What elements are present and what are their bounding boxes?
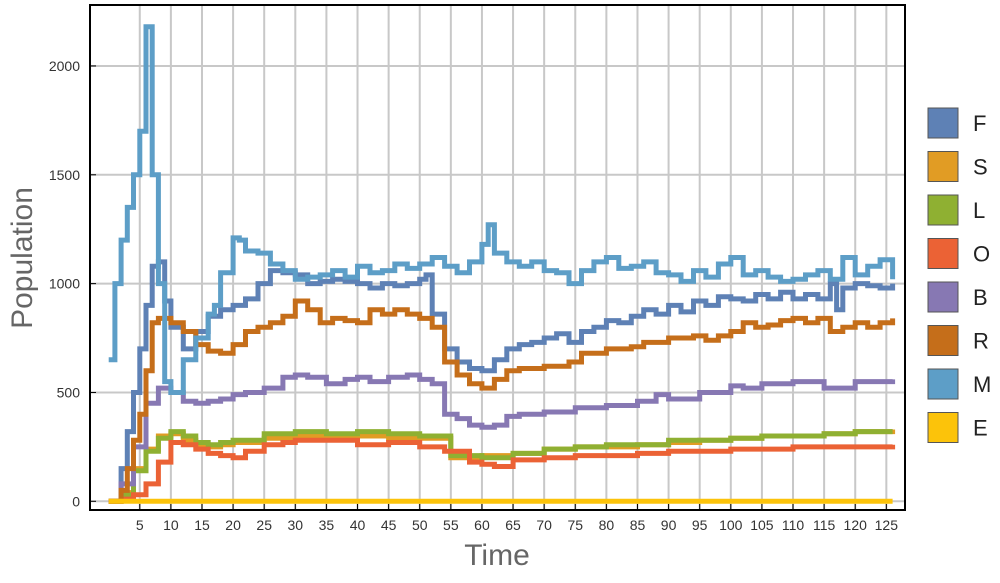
x-tick-label: 35 xyxy=(319,517,335,533)
x-tick-label: 40 xyxy=(350,517,366,533)
legend-label-M: M xyxy=(973,372,991,397)
series-line-O xyxy=(108,437,896,504)
x-tick-label: 60 xyxy=(474,517,490,533)
x-tick-label: 125 xyxy=(875,517,899,533)
plot-frame xyxy=(89,4,906,511)
y-axis-title: Population xyxy=(6,187,39,329)
x-tick-label: 80 xyxy=(599,517,615,533)
legend-label-O: O xyxy=(973,242,990,267)
series-line-M xyxy=(108,24,896,395)
legend-label-E: E xyxy=(973,416,988,441)
series-line-B xyxy=(108,372,896,504)
x-tick-label: 55 xyxy=(443,517,459,533)
legend-swatch-S xyxy=(927,151,959,182)
x-tick-label: 30 xyxy=(288,517,304,533)
y-axis: 0 500 1000 1500 2000 xyxy=(49,58,96,509)
legend-swatch-L xyxy=(927,194,959,226)
x-tick-label: 115 xyxy=(813,517,836,533)
x-tick-label: 85 xyxy=(630,517,646,533)
x-tick-label: 105 xyxy=(750,517,774,533)
legend-swatch-B xyxy=(927,281,959,313)
x-tick-label: 75 xyxy=(567,517,583,533)
legend-label-B: B xyxy=(973,285,988,310)
x-tick-label: 45 xyxy=(381,517,397,533)
legend-label-R: R xyxy=(973,329,989,354)
x-tick-label: 70 xyxy=(536,517,552,533)
y-tick-label: 1000 xyxy=(49,276,80,292)
x-tick-label: 110 xyxy=(782,517,805,533)
x-tick-label: 65 xyxy=(505,517,521,533)
series-lines xyxy=(108,24,896,504)
x-tick-label: 120 xyxy=(844,517,868,533)
legend-swatch-F xyxy=(927,107,959,139)
y-tick-label: 500 xyxy=(57,384,81,400)
x-tick-label: 5 xyxy=(136,517,144,533)
y-tick-label: 0 xyxy=(72,493,80,509)
series-line-L xyxy=(108,429,893,504)
x-tick-label: 50 xyxy=(412,517,428,533)
x-tick-label: 100 xyxy=(719,517,743,533)
legend-label-F: F xyxy=(973,111,986,136)
legend-label-S: S xyxy=(973,155,988,180)
x-axis-title: Time xyxy=(464,539,530,572)
x-tick-label: 15 xyxy=(194,517,210,533)
legend-label-L: L xyxy=(973,198,985,223)
x-tick-label: 10 xyxy=(163,517,179,533)
x-tick-label: 20 xyxy=(225,517,241,533)
legend-swatch-M xyxy=(927,368,959,400)
x-tick-label: 25 xyxy=(256,517,272,533)
x-tick-label: 95 xyxy=(692,517,708,533)
x-axis: 5 10 15 20 25 30 35 40 45 50 55 60 65 70 75 80 85 90 95 100… xyxy=(136,504,898,533)
y-tick-label: 1500 xyxy=(49,167,80,183)
legend-swatch-E xyxy=(927,412,959,443)
x-tick-label: 90 xyxy=(661,517,677,533)
legend-swatch-O xyxy=(927,238,959,269)
legend-swatch-R xyxy=(927,325,959,356)
y-tick-label: 2000 xyxy=(49,58,80,74)
